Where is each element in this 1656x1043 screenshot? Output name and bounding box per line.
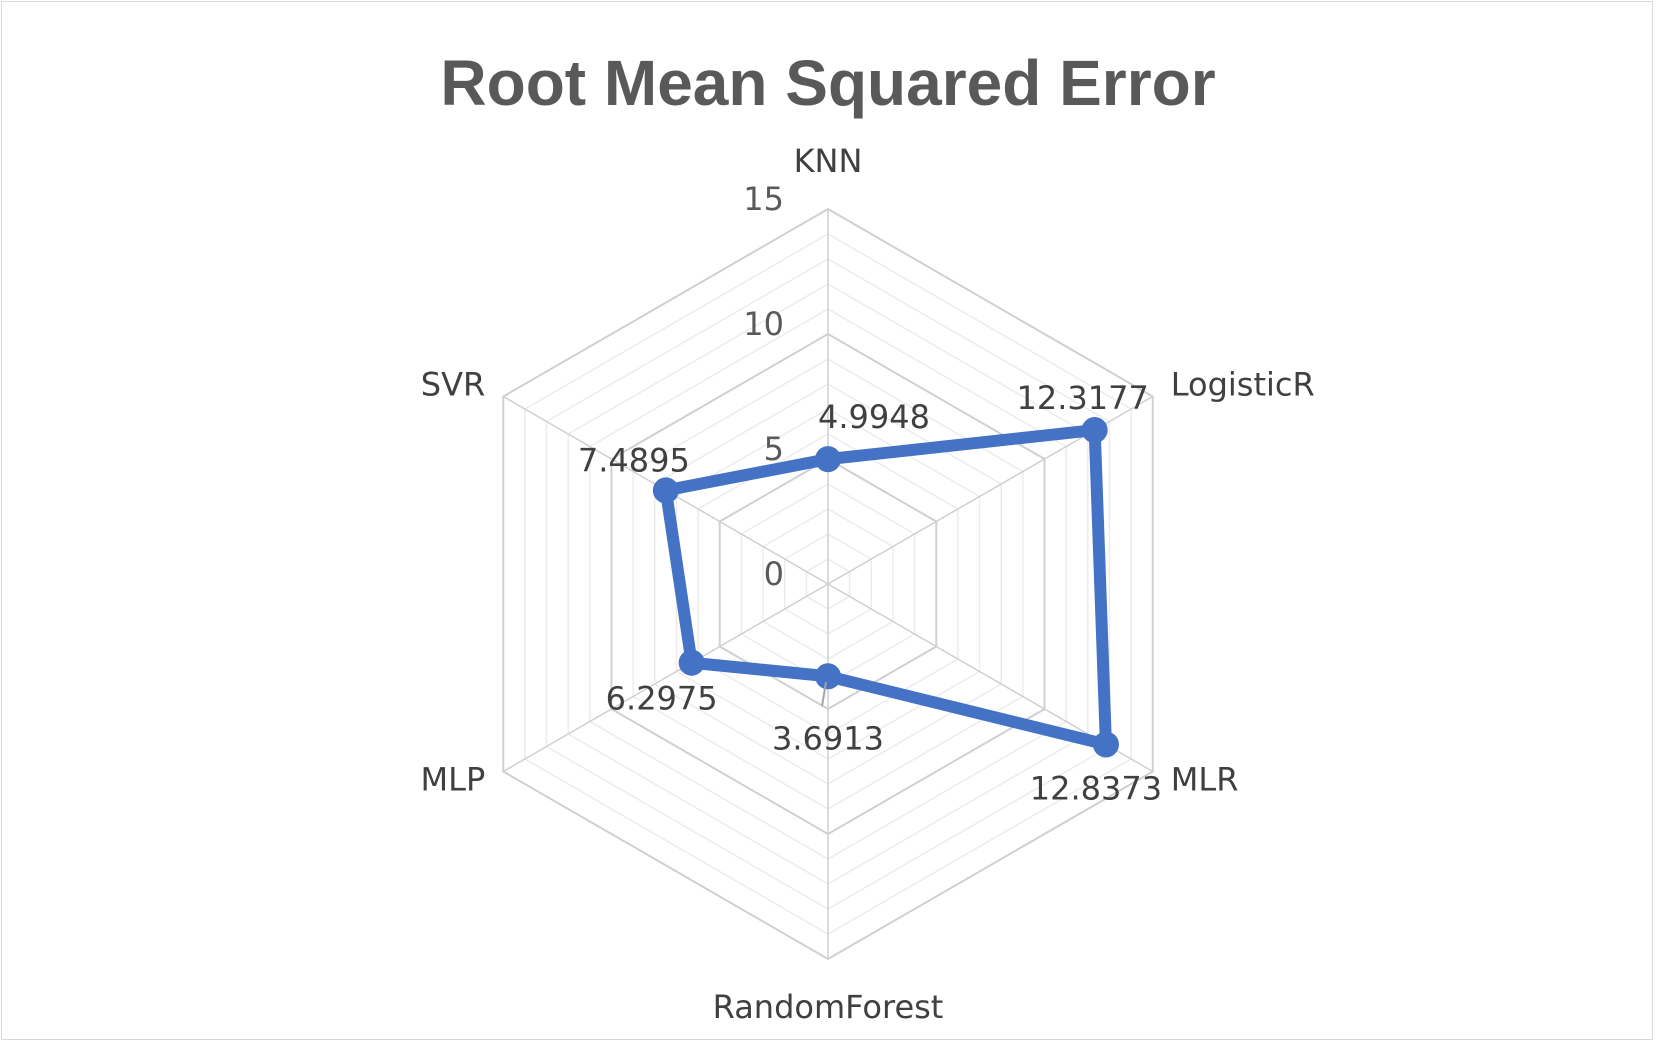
data-point-mlp xyxy=(678,649,705,676)
data-label-random-forest: 3.6913 xyxy=(772,719,884,757)
chart-title: Root Mean Squared Error xyxy=(440,47,1215,119)
radial-tick-labels: 0 5 10 15 xyxy=(743,180,784,593)
data-point-mlr xyxy=(1092,731,1119,758)
axis-label-knn: KNN xyxy=(794,142,863,180)
data-label-mlr: 12.8373 xyxy=(1030,769,1162,807)
axis-labels: KNN LogisticR MLR RandomForest MLP SVR xyxy=(421,142,1315,1026)
data-label-logistic-r: 12.3177 xyxy=(1017,379,1149,417)
axis-spoke xyxy=(502,583,829,773)
data-label-svr: 7.4895 xyxy=(578,441,690,479)
data-point-random-forest xyxy=(815,663,841,690)
data-label-mlp: 6.2975 xyxy=(606,680,718,718)
data-label-leader-line xyxy=(821,682,827,707)
data-label-knn: 4.9948 xyxy=(818,398,930,436)
axis-label-mlp: MLP xyxy=(421,761,486,799)
axis-label-random-forest: RandomForest xyxy=(713,988,944,1026)
data-point-svr xyxy=(652,477,679,504)
data-point-knn xyxy=(815,446,841,473)
series-line xyxy=(659,424,1112,751)
data-labels: 4.9948 12.3177 12.8373 3.6913 6.2975 7.4895 xyxy=(578,379,1162,807)
r-tick-label: 10 xyxy=(743,305,784,343)
radar-grid xyxy=(502,207,1154,961)
axis-label-svr: SVR xyxy=(421,366,485,404)
series-layer xyxy=(652,417,1119,758)
r-tick-label: 15 xyxy=(743,180,784,218)
axis-label-logistic-r: LogisticR xyxy=(1171,366,1315,404)
r-tick-label: 0 xyxy=(764,555,784,593)
axis-label-mlr: MLR xyxy=(1171,761,1239,799)
r-tick-label: 5 xyxy=(764,430,784,468)
data-point-logistic-r xyxy=(1081,417,1108,444)
